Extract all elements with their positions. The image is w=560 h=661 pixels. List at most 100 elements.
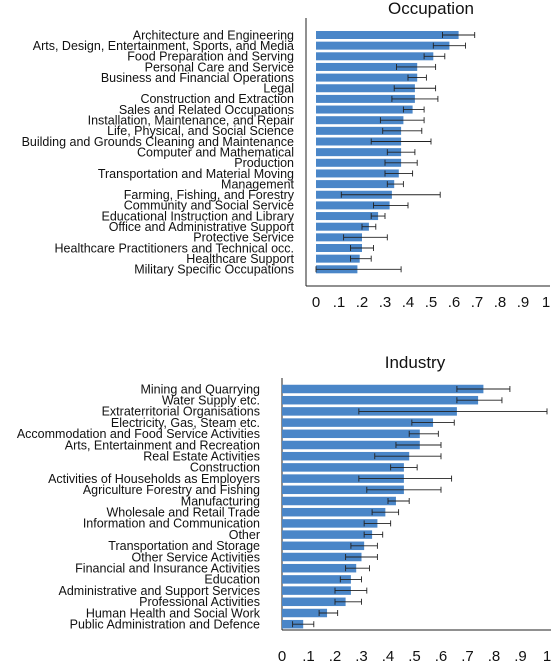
bar (316, 31, 459, 39)
bar (316, 201, 390, 210)
category-label: Other Service Activities (131, 550, 260, 564)
category-label: Farming, Fishing, and Forestry (124, 188, 295, 202)
category-label: Accommodation and Food Service Activitie… (17, 427, 260, 441)
category-label: Food Preparation and Serving (127, 50, 294, 64)
bar (316, 126, 402, 135)
category-label: Legal (263, 82, 294, 96)
category-label: Transportation and Material Moving (98, 167, 294, 181)
category-label: Agriculture Forestry and Fishing (83, 483, 260, 497)
category-label: Arts, Design, Entertainment, Sports, and… (33, 39, 294, 53)
category-label: Other (229, 528, 260, 542)
category-label: Administrative and Support Services (59, 584, 260, 598)
x-tick-label: 1 (542, 294, 550, 311)
category-label: Life, Physical, and Social Science (107, 124, 294, 138)
category-label: Construction and Extraction (140, 92, 294, 106)
x-tick-label: .5 (425, 294, 438, 311)
bar (282, 451, 410, 461)
category-label: Construction (190, 461, 260, 475)
category-label: Architecture and Engineering (133, 28, 294, 42)
category-label: Protective Service (193, 231, 294, 245)
category-label: Computer and Mathematical (137, 145, 294, 159)
category-label: Public Administration and Defence (70, 618, 260, 632)
bar (282, 485, 404, 495)
x-tick-label: .2 (356, 294, 369, 311)
x-tick-label: .3 (355, 648, 368, 661)
x-tick-label: 0 (312, 294, 320, 311)
x-tick-label: .7 (471, 294, 484, 311)
category-label: Professional Activities (139, 595, 260, 609)
category-label: Arts, Entertainment and Recreation (65, 438, 260, 452)
bar (316, 94, 415, 103)
category-label: Personal Care and Service (145, 60, 294, 74)
category-label: Wholesale and Retail Trade (106, 506, 260, 520)
bar (316, 180, 395, 189)
x-tick-label: .3 (379, 294, 392, 311)
category-label: Community and Social Service (124, 199, 294, 213)
bar (316, 116, 404, 125)
bar (316, 244, 362, 252)
category-label: Activities of Households as Employers (48, 472, 260, 486)
category-label: Extraterritorial Organisations (102, 405, 260, 419)
bar (282, 530, 373, 539)
bar (282, 608, 328, 618)
bar (316, 73, 418, 82)
x-tick-label: .1 (302, 648, 315, 661)
bar (316, 41, 450, 50)
category-label: Information and Communication (83, 517, 260, 531)
category-label: Manufacturing (181, 494, 260, 508)
category-label: Production (234, 156, 294, 170)
bar (316, 254, 360, 263)
category-label: Installation, Maintenance, and Repair (88, 114, 294, 128)
category-label: Transportation and Storage (108, 539, 260, 553)
x-tick-label: 1 (543, 648, 551, 661)
bar (282, 474, 404, 483)
x-tick-label: .1 (333, 294, 346, 311)
bar (282, 519, 378, 528)
x-tick-label: 0 (278, 648, 286, 661)
category-label: Office and Administrative Support (109, 220, 295, 234)
x-tick-label: .8 (494, 294, 507, 311)
bar (282, 395, 479, 405)
bar (282, 429, 420, 439)
bar (282, 496, 396, 506)
bar (316, 84, 415, 93)
bar (282, 507, 386, 517)
x-tick-label: .9 (514, 648, 527, 661)
category-label: Healthcare Practitioners and Technical o… (55, 241, 294, 255)
x-tick-label: .7 (461, 648, 474, 661)
bar (282, 440, 420, 450)
bar (282, 463, 404, 472)
bar (282, 586, 351, 595)
bar (282, 384, 484, 394)
category-label: Electricity, Gas, Steam etc. (111, 416, 260, 430)
category-label: Mining and Quarrying (140, 382, 260, 396)
chart-title: Occupation (388, 0, 474, 18)
bar (282, 541, 365, 551)
bar (282, 552, 362, 562)
bar (316, 222, 369, 231)
bar (282, 418, 434, 427)
x-tick-label: .8 (488, 648, 501, 661)
bar (316, 137, 402, 146)
bar (316, 158, 402, 167)
x-tick-label: .6 (435, 648, 448, 661)
x-tick-label: .4 (382, 648, 395, 661)
category-label: Water Supply etc. (162, 394, 260, 408)
category-label: Business and Financial Operations (101, 71, 294, 85)
bar (316, 169, 399, 178)
category-label: Financial and Insurance Activities (75, 562, 260, 576)
category-label: Education (204, 573, 260, 587)
category-label: Management (221, 177, 294, 191)
category-label: Military Specific Occupations (134, 263, 294, 277)
bar (316, 52, 434, 61)
bar (316, 233, 362, 242)
bar (282, 575, 351, 584)
x-tick-label: .5 (408, 648, 421, 661)
x-tick-label: .6 (448, 294, 461, 311)
category-label: Building and Grounds Cleaning and Mainte… (22, 135, 294, 149)
x-tick-label: .4 (402, 294, 415, 311)
x-tick-label: .9 (517, 294, 530, 311)
bar (316, 148, 402, 157)
bar (316, 212, 379, 221)
